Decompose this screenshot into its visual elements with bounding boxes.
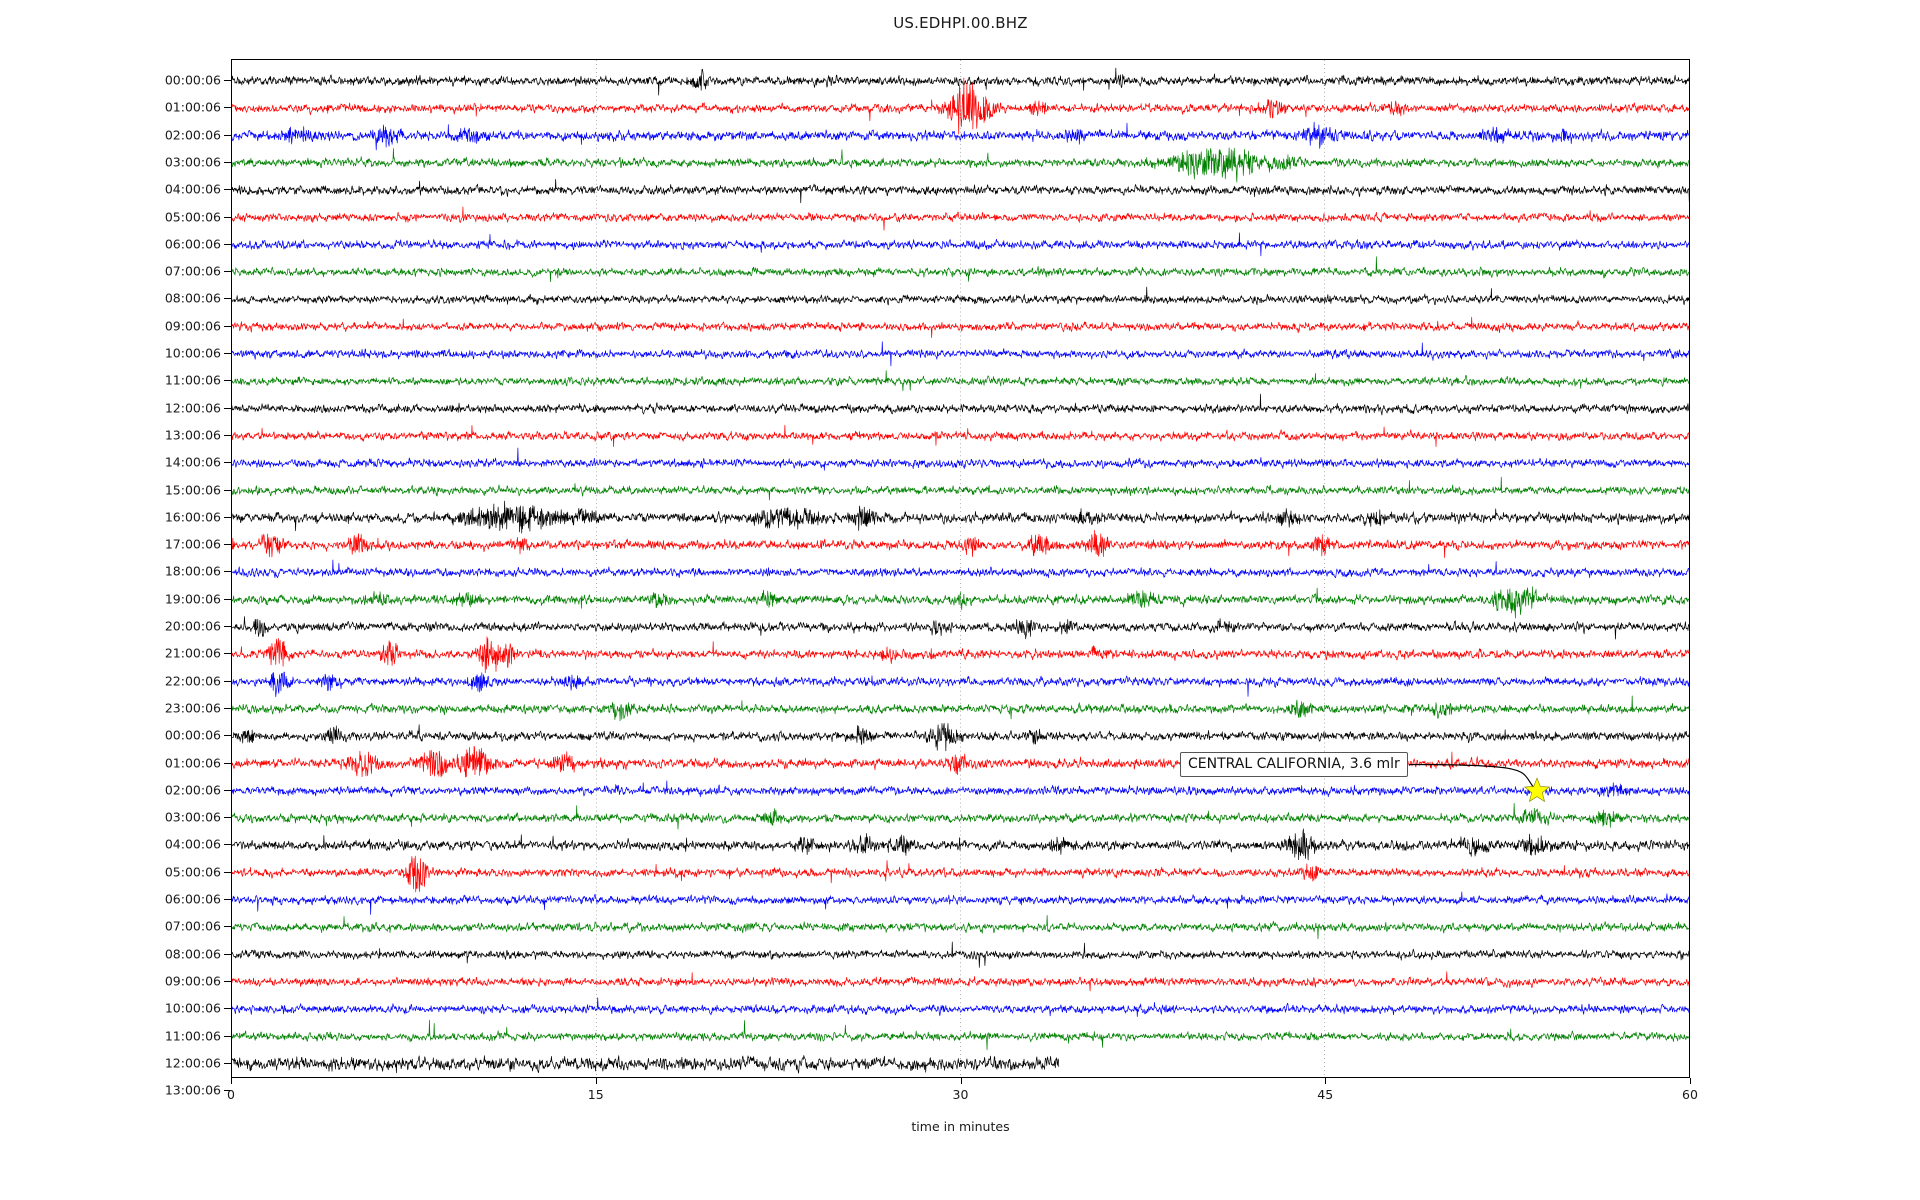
y-axis-tick-mark	[224, 626, 231, 627]
y-axis-tick-label: 03:00:06	[164, 154, 221, 170]
x-axis-tick-mark	[1690, 1078, 1691, 1084]
y-axis-tick-mark	[224, 462, 231, 464]
y-axis-tick-mark	[224, 653, 231, 655]
x-axis-tick-mark	[595, 1078, 597, 1084]
y-axis-tick-label: 15:00:06	[164, 482, 221, 497]
y-axis-tick-mark	[224, 216, 231, 218]
y-axis-tick-mark	[224, 899, 231, 900]
y-axis-tick-mark	[224, 1035, 231, 1037]
y-axis-tick-mark	[224, 953, 231, 955]
y-axis-tick-mark	[224, 243, 231, 245]
y-axis-tick-label: 12:00:06	[164, 400, 221, 416]
y-axis-tick-mark	[224, 353, 231, 354]
y-axis-tick-mark	[224, 926, 231, 928]
y-axis-tick-label: 08:00:06	[164, 946, 221, 962]
x-axis-tick-mark	[231, 1078, 232, 1084]
waveform-canvas	[232, 60, 1689, 1077]
y-axis-tick-mark	[224, 434, 231, 436]
y-axis-tick-mark	[224, 380, 231, 382]
y-axis-tick-label: 06:00:06	[164, 236, 221, 252]
y-axis-tick-label: 13:00:06	[164, 1082, 221, 1098]
y-axis-tick-mark	[224, 516, 231, 518]
y-axis-tick-label: 01:00:06	[164, 755, 221, 770]
y-axis-tick-label: 11:00:06	[164, 372, 221, 388]
y-axis-tick-label: 02:00:06	[164, 782, 221, 798]
y-axis-tick-mark	[224, 817, 231, 819]
y-axis-tick-label: 16:00:06	[164, 509, 221, 525]
y-axis-tick-mark	[224, 489, 231, 491]
y-axis-tick-label: 10:00:06	[164, 345, 221, 361]
y-axis-tick-mark	[224, 707, 231, 709]
y-axis-tick-mark	[224, 134, 231, 136]
y-axis-tick-mark	[224, 298, 231, 300]
y-axis-tick-label: 21:00:06	[164, 645, 221, 661]
y-axis-tick-label: 11:00:06	[164, 1028, 221, 1043]
y-axis-tick-label: 03:00:06	[164, 809, 221, 825]
x-axis-tick-mark	[1325, 1078, 1327, 1084]
y-axis-tick-label: 12:00:06	[164, 1055, 221, 1071]
x-axis-tick-label: 0	[227, 1087, 235, 1102]
y-axis-tick-mark	[224, 325, 231, 327]
y-axis-tick-label: 02:00:06	[164, 127, 221, 143]
y-axis-tick-label: 07:00:06	[164, 918, 221, 934]
y-axis-tick-mark	[224, 189, 231, 191]
y-axis-tick-label: 08:00:06	[164, 290, 221, 306]
x-axis-tick-label: 60	[1682, 1087, 1698, 1102]
page-title: US.EDHPI.00.BHZ	[893, 14, 1028, 32]
y-axis-tick-label: 04:00:06	[164, 181, 221, 197]
y-axis-tick-mark	[224, 598, 231, 600]
y-axis-tick-mark	[224, 571, 231, 573]
y-axis-tick-mark	[224, 844, 231, 846]
y-axis-tick-label: 17:00:06	[164, 536, 221, 552]
y-axis-tick-label: 13:00:06	[164, 427, 221, 443]
event-annotation-label: CENTRAL CALIFORNIA, 3.6 mlr	[1180, 752, 1408, 777]
x-axis-tick-label: 15	[587, 1087, 604, 1102]
y-axis-tick-label: 10:00:06	[164, 1000, 221, 1016]
y-axis-tick-mark	[224, 544, 231, 546]
y-axis-tick-mark	[224, 980, 231, 982]
y-axis-tick-label: 06:00:06	[164, 891, 221, 907]
y-axis-tick-label: 19:00:06	[164, 591, 221, 607]
y-axis-tick-label: 00:00:06	[164, 72, 221, 88]
y-axis-tick-mark	[224, 680, 231, 682]
y-axis-tick-label: 05:00:06	[164, 864, 221, 880]
y-axis-tick-mark	[224, 1008, 231, 1010]
y-axis-tick-mark	[224, 1090, 231, 1092]
y-axis-tick-label: 07:00:06	[164, 263, 221, 279]
y-axis-tick-label: 00:00:06	[164, 727, 221, 743]
plot-area	[231, 59, 1690, 1078]
x-axis-tick-mark	[960, 1078, 962, 1084]
y-axis-tick-mark	[224, 161, 231, 163]
x-axis-title: time in minutes	[911, 1119, 1010, 1134]
y-axis-tick-label: 01:00:06	[164, 99, 221, 115]
y-axis-tick-mark	[224, 871, 231, 873]
y-axis-tick-label: 04:00:06	[164, 836, 221, 852]
x-axis-tick-label: 45	[1317, 1087, 1334, 1102]
y-axis-tick-label: 18:00:06	[164, 563, 221, 579]
y-axis-tick-mark	[224, 107, 231, 109]
y-axis-tick-mark	[224, 271, 231, 273]
x-axis-tick-label: 30	[952, 1087, 969, 1102]
y-axis-tick-mark	[224, 1062, 231, 1064]
y-axis-tick-label: 05:00:06	[164, 209, 221, 224]
y-axis-tick-label: 09:00:06	[164, 973, 221, 989]
y-axis-tick-mark	[224, 762, 231, 764]
y-axis-tick-label: 20:00:06	[164, 618, 221, 634]
y-axis-tick-mark	[224, 789, 231, 791]
y-axis-tick-mark	[224, 80, 231, 81]
y-axis-tick-label: 22:00:06	[164, 673, 221, 689]
y-axis-tick-mark	[224, 735, 231, 737]
y-axis-tick-label: 09:00:06	[164, 318, 221, 334]
y-axis-tick-mark	[224, 407, 231, 409]
y-axis-tick-label: 23:00:06	[164, 700, 221, 716]
y-axis-tick-label: 14:00:06	[164, 454, 221, 470]
